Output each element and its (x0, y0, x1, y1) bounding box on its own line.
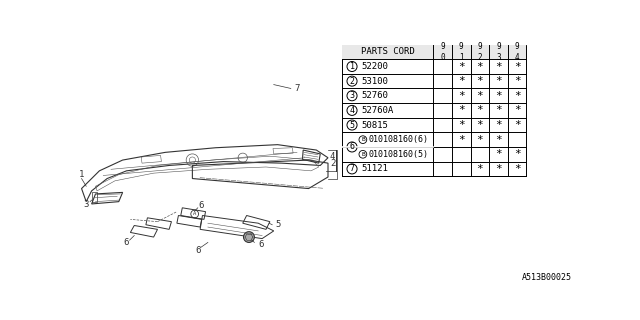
Text: *: * (477, 164, 483, 174)
Text: *: * (514, 76, 520, 86)
Text: 9
1: 9 1 (459, 42, 463, 61)
Text: 9
0: 9 0 (440, 42, 445, 61)
Text: *: * (495, 61, 502, 71)
Text: *: * (514, 105, 520, 116)
Text: 52760: 52760 (362, 91, 388, 100)
Text: *: * (495, 105, 502, 116)
Text: 52200: 52200 (362, 62, 388, 71)
Text: 51121: 51121 (362, 164, 388, 173)
Text: 1: 1 (79, 170, 84, 179)
Text: *: * (458, 105, 465, 116)
Bar (342, 44, 526, 176)
Text: PARTS CORD: PARTS CORD (361, 47, 415, 56)
Text: 5: 5 (349, 121, 355, 130)
Text: *: * (495, 164, 502, 174)
Text: A: A (193, 212, 196, 216)
Text: *: * (458, 120, 465, 130)
Circle shape (244, 232, 254, 243)
Text: *: * (514, 61, 520, 71)
Bar (342, 44, 526, 59)
Text: B: B (361, 152, 365, 157)
Text: *: * (477, 105, 483, 116)
Text: 53100: 53100 (362, 76, 388, 86)
Text: *: * (458, 61, 465, 71)
Text: *: * (514, 149, 520, 159)
Text: *: * (477, 76, 483, 86)
Text: 2: 2 (330, 159, 335, 168)
Text: 7: 7 (294, 84, 300, 93)
Text: *: * (495, 120, 502, 130)
Text: *: * (514, 120, 520, 130)
Text: 9
4: 9 4 (515, 42, 520, 61)
Text: *: * (458, 76, 465, 86)
Text: 1: 1 (349, 62, 355, 71)
Text: 50815: 50815 (362, 121, 388, 130)
Text: 6: 6 (198, 201, 204, 210)
Text: *: * (458, 135, 465, 145)
Text: 6: 6 (124, 238, 129, 247)
Text: 6: 6 (349, 142, 355, 151)
Text: 9
3: 9 3 (496, 42, 501, 61)
Text: 3: 3 (349, 91, 355, 100)
Text: 010108160(5): 010108160(5) (368, 150, 428, 159)
Text: 7: 7 (349, 164, 355, 173)
Text: 3: 3 (83, 200, 89, 209)
Text: *: * (477, 91, 483, 101)
Text: *: * (477, 120, 483, 130)
Text: *: * (495, 135, 502, 145)
Text: A513B00025: A513B00025 (522, 274, 572, 283)
Text: 2: 2 (349, 76, 355, 86)
Text: 52760A: 52760A (362, 106, 394, 115)
Text: 4: 4 (349, 106, 355, 115)
Text: *: * (477, 135, 483, 145)
Text: 6: 6 (258, 240, 263, 249)
Text: *: * (495, 76, 502, 86)
Text: 4: 4 (329, 152, 335, 162)
Text: *: * (514, 164, 520, 174)
Text: 9
2: 9 2 (477, 42, 482, 61)
Text: *: * (514, 91, 520, 101)
Text: *: * (458, 91, 465, 101)
Text: *: * (495, 149, 502, 159)
Text: *: * (495, 91, 502, 101)
Text: *: * (477, 61, 483, 71)
Text: 6: 6 (195, 246, 200, 255)
Text: B: B (361, 137, 365, 142)
Text: 5: 5 (275, 220, 280, 229)
Text: 010108160(6): 010108160(6) (368, 135, 428, 144)
